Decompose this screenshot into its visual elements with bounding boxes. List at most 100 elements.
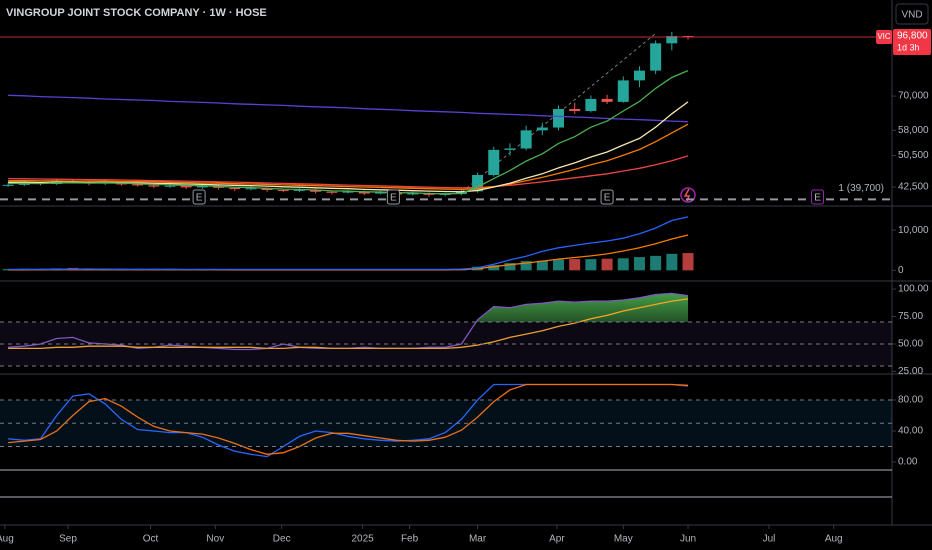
event-label: E <box>390 193 397 204</box>
symbol-tag <box>876 30 892 45</box>
y-tick-label: 58,000 <box>898 125 929 136</box>
candle-body <box>536 127 548 131</box>
candle-body <box>569 109 581 111</box>
x-tick-label: 2025 <box>352 534 375 545</box>
volume-bar <box>488 265 500 271</box>
overbought-area <box>8 293 689 323</box>
x-tick-label: Mar <box>469 534 487 545</box>
candle-body <box>261 188 273 191</box>
candle-body <box>326 191 338 193</box>
indicator-line <box>8 216 689 271</box>
candle-body <box>132 184 144 186</box>
volume-bar <box>520 261 532 271</box>
candle-body <box>342 191 354 193</box>
candle-body <box>196 186 208 188</box>
candle-body <box>650 43 662 71</box>
x-tick-label: May <box>614 534 633 545</box>
x-tick-label: Sep <box>59 534 77 545</box>
volume-bar <box>536 260 548 271</box>
x-tick-label: Jul <box>763 534 776 545</box>
indicator-line <box>8 123 689 191</box>
x-tick-label: Aug <box>0 534 14 545</box>
volume-bar <box>569 259 581 271</box>
y-tick-label: 100.00 <box>898 284 929 295</box>
y-tick-label: 75.00 <box>898 311 923 322</box>
x-tick-label: Nov <box>206 534 224 545</box>
plot-area <box>2 31 694 458</box>
indicator-line <box>8 155 689 189</box>
y-tick-label: 10,000 <box>898 225 929 236</box>
indicator-line <box>8 70 689 195</box>
candle-body <box>164 185 176 187</box>
event-label: E <box>814 193 821 204</box>
volume-bar <box>682 253 694 271</box>
candle-body <box>617 80 629 102</box>
band-fill <box>0 400 892 447</box>
candle-body <box>488 149 500 175</box>
y-tick-label: 50.00 <box>898 339 923 350</box>
volume-bar <box>553 259 565 271</box>
volume-bar <box>585 259 597 271</box>
indicator-line <box>8 94 689 123</box>
x-tick-label: Jun <box>680 534 696 545</box>
y-tick-label: 25.00 <box>898 366 923 377</box>
candle-body <box>277 190 289 192</box>
price-tag <box>893 29 931 56</box>
candle-body <box>245 188 257 190</box>
candle-body <box>585 98 597 111</box>
candle-body <box>310 189 322 192</box>
candle-body <box>180 185 192 188</box>
candle-body <box>455 191 467 194</box>
y-tick-label: 70,000 <box>898 91 929 102</box>
volume-bar <box>666 253 678 271</box>
candle-body <box>293 189 305 191</box>
volume-bar <box>601 258 613 271</box>
indicator-line <box>8 298 689 350</box>
volume-bar <box>650 255 662 271</box>
candle-body <box>374 192 386 194</box>
volume-bar <box>2 269 14 271</box>
volume-bar <box>633 257 645 271</box>
event-marker[interactable] <box>192 189 206 205</box>
x-tick-label: Oct <box>143 534 159 545</box>
y-tick-label: 42,500 <box>898 182 929 193</box>
volume-bar <box>504 263 516 271</box>
y-tick-label: 50,500 <box>898 150 929 161</box>
x-tick-label: Apr <box>549 534 565 545</box>
candle-body <box>229 187 241 190</box>
candle-body <box>2 184 14 186</box>
currency-box[interactable] <box>895 3 929 25</box>
event-marker[interactable] <box>811 189 825 205</box>
x-tick-label: Aug <box>825 534 843 545</box>
candle-body <box>148 185 160 187</box>
event-label: E <box>604 193 611 204</box>
candle-body <box>504 148 516 150</box>
candle-body <box>553 109 565 128</box>
x-tick-label: Feb <box>401 534 419 545</box>
y-tick-label: 40.00 <box>898 426 923 437</box>
event-marker[interactable] <box>600 189 614 205</box>
candle-body <box>666 36 678 44</box>
candle-body <box>633 70 645 81</box>
chart-title: VINGROUP JOINT STOCK COMPANY · 1W · HOSE <box>6 7 267 19</box>
price-label: 96,800 <box>897 31 928 42</box>
event-label: E <box>196 193 203 204</box>
volume-bar <box>617 258 629 271</box>
indicator-line <box>8 383 689 455</box>
currency: VND <box>901 10 922 21</box>
candle-body <box>439 193 451 195</box>
candle-body <box>407 193 419 195</box>
y-tick-label: 80.00 <box>898 395 923 406</box>
alert-label: 1 (39,700) <box>838 183 884 194</box>
candle-body <box>601 98 613 102</box>
event-marker[interactable] <box>386 189 400 205</box>
countdown-label: 1d 3h <box>897 42 920 52</box>
symbol-label: VIC <box>877 32 891 41</box>
candle-body <box>213 186 225 188</box>
y-tick-label: 0.00 <box>898 457 918 468</box>
x-tick-label: Dec <box>273 534 291 545</box>
y-tick-label: 0 <box>898 265 904 276</box>
